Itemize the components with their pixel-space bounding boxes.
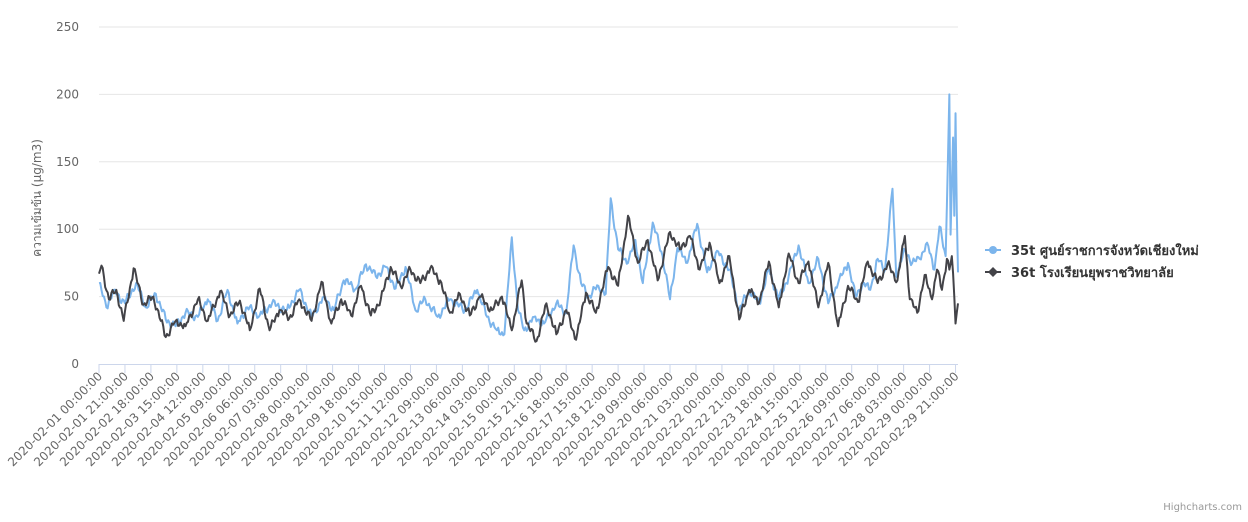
y-axis-title: ความเข้มข้น (µg/m3): [30, 139, 44, 257]
y-grid: [99, 26, 958, 298]
series-line-35t[interactable]: [98, 93, 959, 337]
y-tick-label: 250: [56, 20, 79, 34]
legend-label: 36t โรงเรียนยุพราชวิทยาลัย: [1011, 264, 1174, 281]
y-tick-label: 0: [71, 357, 79, 371]
legend-item-36t[interactable]: 36t โรงเรียนยุพราชวิทยาลัย: [985, 264, 1174, 281]
legend-symbol-marker: [988, 267, 998, 277]
legend-item-35t[interactable]: 35t ศูนย์ราชการจังหวัดเชียงใหม่: [985, 242, 1199, 259]
credits-link[interactable]: Highcharts.com: [1163, 502, 1242, 513]
y-tick-label: 50: [64, 290, 79, 304]
y-tick-label: 200: [56, 87, 79, 101]
series-layer: [98, 93, 959, 343]
legend-symbol-marker: [989, 246, 997, 254]
y-tick-label: 100: [56, 222, 79, 236]
y-tick-label: 150: [56, 155, 79, 169]
legend-label: 35t ศูนย์ราชการจังหวัดเชียงใหม่: [1011, 242, 1199, 259]
y-axis: 0 50 100 150 200 250: [56, 20, 79, 371]
series-line-36t[interactable]: [98, 214, 959, 343]
legend: 35t ศูนย์ราชการจังหวัดเชียงใหม่ 36t โรงเ…: [985, 242, 1199, 281]
